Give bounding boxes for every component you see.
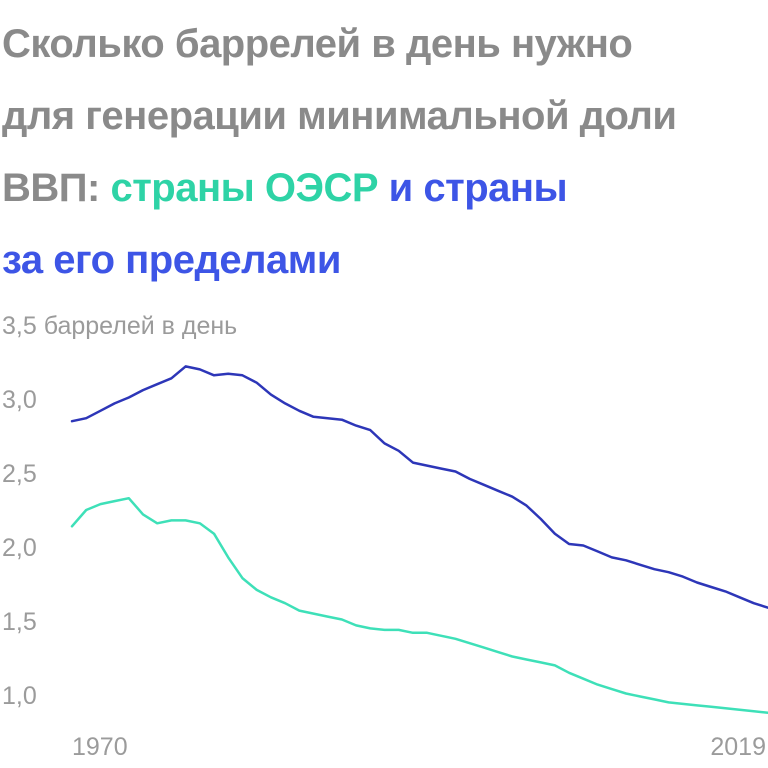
chart-title: Сколько баррелей в день нужно для генера…	[2, 8, 768, 296]
title-line-3: ВВП: страны ОЭСР и страны	[2, 152, 768, 224]
y-tick-label: 2,5	[2, 460, 37, 488]
y-tick-label: 1,0	[2, 682, 37, 710]
x-tick-label: 1970	[72, 733, 128, 761]
title-line-2: для генерации минимальной доли	[2, 94, 677, 138]
legend-non-oecd-part1: и страны	[378, 166, 568, 210]
y-tick-label: 3,5 баррелей в день	[2, 312, 237, 340]
series-line-non-oecd	[70, 365, 768, 609]
y-tick-label: 3,0	[2, 386, 37, 414]
legend-non-oecd-part2: за его пределами	[2, 238, 341, 282]
x-axis: 1970 2019	[72, 733, 766, 761]
y-tick-label: 2,0	[2, 534, 37, 562]
series-line-oecd	[70, 496, 768, 715]
y-tick-label: 1,5	[2, 608, 37, 636]
y-axis: 3,5 баррелей в день 3,0 2,5 2,0 1,5 1,0	[2, 312, 237, 710]
legend-oecd: страны ОЭСР	[110, 166, 379, 210]
title-prefix: ВВП:	[2, 166, 111, 210]
x-tick-label: 2019	[710, 733, 766, 761]
title-line-1: Сколько баррелей в день нужно	[2, 22, 633, 66]
series-group	[70, 365, 768, 715]
